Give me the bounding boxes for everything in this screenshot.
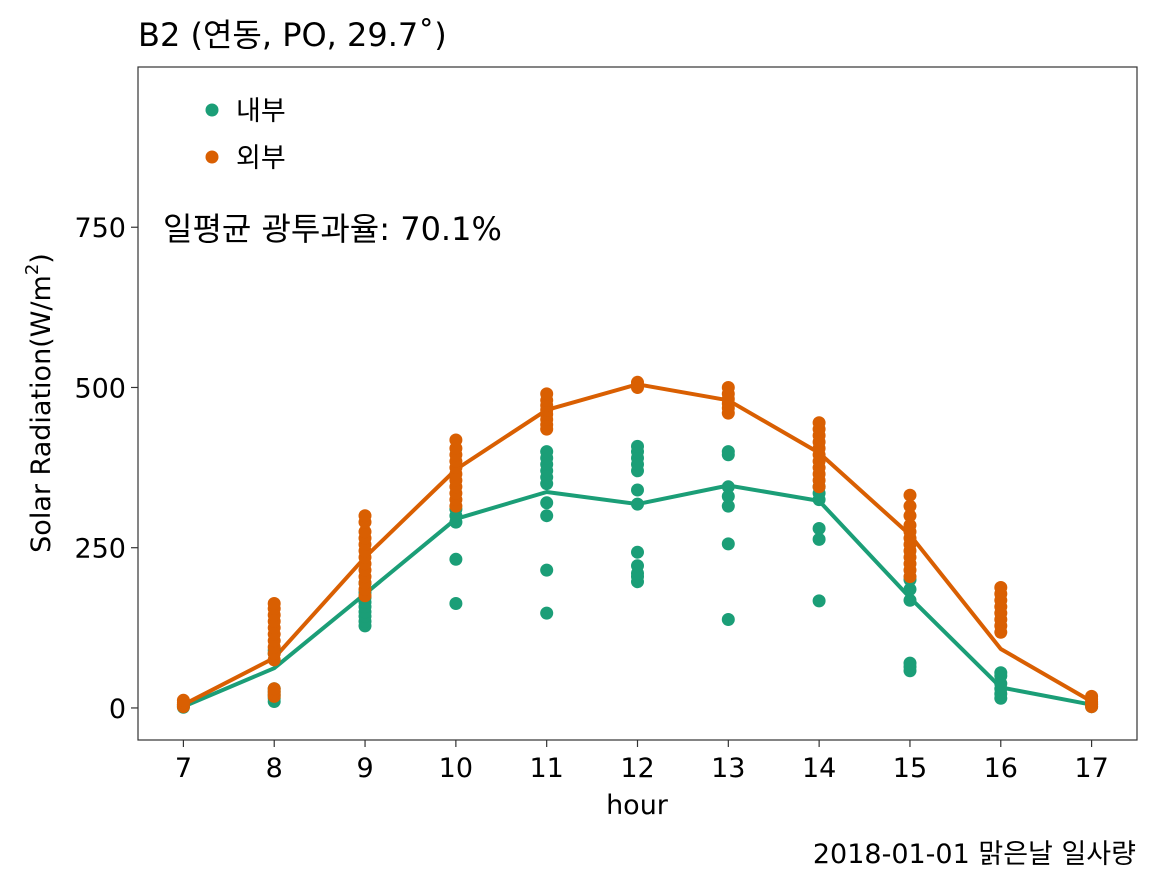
- x-tick-label: 15: [893, 753, 927, 784]
- data-point-series-0: [721, 537, 735, 551]
- data-point-series-0: [994, 666, 1008, 680]
- data-point-series-0: [631, 497, 644, 511]
- mean-line-series-0: [182, 483, 1092, 709]
- legend-marker-outside: [205, 150, 219, 164]
- x-tick-label: 16: [984, 753, 1018, 784]
- data-point-series-0: [631, 483, 644, 497]
- data-point-series-0: [721, 499, 735, 513]
- data-point-series-0: [540, 509, 554, 523]
- mean-lines: [182, 382, 1093, 709]
- data-point-series-1: [176, 693, 190, 707]
- plot-panel: [137, 66, 1138, 741]
- x-tick-label: 11: [530, 753, 564, 784]
- data-point-series-0: [721, 489, 735, 503]
- x-tick-label: 8: [266, 753, 283, 784]
- x-tick-label: 9: [356, 753, 373, 784]
- data-point-series-0: [812, 532, 826, 546]
- data-point-series-0: [812, 594, 826, 608]
- x-tick-label: 12: [620, 753, 654, 784]
- legend-label-outside: 외부: [236, 143, 286, 174]
- legend-marker-inside: [205, 103, 219, 117]
- data-point-series-1: [540, 387, 554, 401]
- y-axis-label: Solar Radiation(W/m2): [22, 253, 57, 553]
- x-tick-label: 14: [802, 753, 836, 784]
- data-point-series-0: [540, 445, 554, 459]
- y-axis-label-close: ): [26, 253, 57, 264]
- y-axis-label-main: Solar Radiation: [26, 348, 57, 553]
- data-point-series-1: [631, 375, 644, 389]
- y-tick-label: 500: [74, 373, 126, 404]
- data-points: [176, 375, 1099, 714]
- x-tick-label: 13: [711, 753, 745, 784]
- data-point-series-1: [994, 581, 1008, 594]
- chart-title: B2 (연동, PO, 29.7˚): [138, 16, 447, 54]
- data-point-series-0: [631, 545, 644, 559]
- x-axis-label: hour: [606, 790, 669, 821]
- data-point-series-0: [631, 559, 644, 573]
- y-axis-label-unit: (W/m: [26, 275, 57, 348]
- data-point-series-1: [449, 433, 463, 447]
- data-point-series-0: [903, 582, 917, 596]
- data-point-series-1: [903, 499, 917, 513]
- data-point-series-0: [449, 597, 463, 610]
- x-axis: 7 8 9 10 11 12 13 14 15 16 17: [175, 740, 1109, 784]
- legend-label-inside: 내부: [236, 96, 286, 127]
- data-point-series-1: [903, 488, 917, 502]
- data-point-series-1: [812, 416, 826, 430]
- data-point-series-1: [358, 525, 372, 539]
- y-tick-label: 250: [74, 534, 126, 565]
- y-tick-label: 0: [109, 694, 126, 725]
- x-tick-label: 7: [175, 753, 192, 784]
- data-point-series-1: [1085, 689, 1099, 703]
- data-point-series-0: [721, 613, 735, 626]
- data-point-series-1: [903, 509, 917, 523]
- mean-line-series-1: [182, 382, 1093, 707]
- legend: 내부 외부: [205, 96, 286, 174]
- data-point-series-1: [721, 381, 735, 394]
- data-point-series-0: [812, 522, 826, 535]
- data-point-series-0: [903, 656, 917, 670]
- chart-caption: 2018-01-01 맑은날 일사량: [813, 839, 1136, 870]
- data-point-series-1: [903, 518, 917, 532]
- y-tick-label: 750: [74, 213, 126, 244]
- data-point-series-0: [721, 445, 735, 459]
- data-point-series-0: [903, 593, 917, 607]
- y-axis: 0 250 500 750: [74, 213, 138, 725]
- x-tick-label: 17: [1074, 753, 1108, 784]
- data-point-series-0: [721, 480, 735, 494]
- transmittance-annotation: 일평균 광투과율: 70.1%: [163, 210, 502, 248]
- data-point-series-0: [631, 439, 644, 453]
- data-point-series-0: [540, 563, 554, 577]
- data-point-series-1: [267, 597, 281, 610]
- x-tick-label: 10: [439, 753, 473, 784]
- data-point-series-1: [358, 509, 372, 523]
- y-axis-label-sup: 2: [22, 264, 43, 275]
- data-point-series-0: [540, 496, 554, 510]
- data-point-series-0: [449, 552, 463, 566]
- data-point-series-1: [267, 682, 281, 696]
- data-point-series-0: [540, 606, 554, 620]
